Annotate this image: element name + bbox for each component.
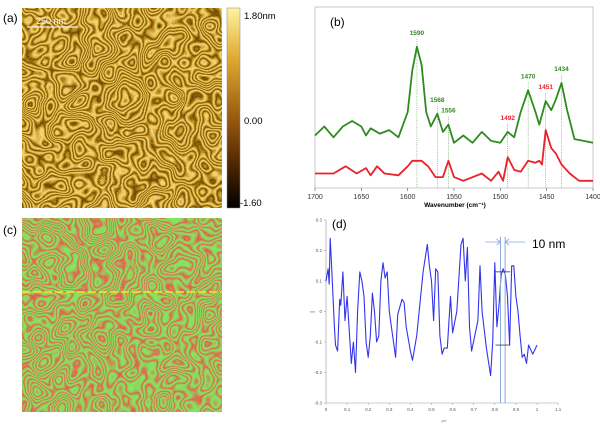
x-tick-label: 1	[536, 407, 539, 412]
peak-label: 1451	[539, 84, 554, 91]
panel-a: (a) 250 nm 1.80nm 0.00 -1.60	[3, 7, 276, 209]
y-tick-label: 0.3	[316, 218, 323, 223]
x-tick-label: 0.5	[428, 407, 435, 412]
x-tick-label: 1450	[539, 194, 555, 201]
panel-d-label: (d)	[332, 217, 347, 231]
panel-b-label: (b)	[330, 15, 345, 29]
x-tick-label: 0.2	[365, 407, 372, 412]
x-tick-label: 0.1	[344, 407, 351, 412]
colorbar	[226, 7, 241, 209]
afm-height-image	[22, 8, 222, 208]
plot-frame	[314, 6, 594, 189]
x-tick-label: 0.7	[471, 407, 478, 412]
colorbar-mid: 0.00	[244, 116, 263, 127]
x-tick-label: 0.4	[407, 407, 414, 412]
x-tick-label: 1.1	[555, 407, 562, 412]
x-tick-label: 1650	[354, 194, 370, 201]
x-tick-label: 1500	[493, 194, 509, 201]
y-tick-label: -0.3	[314, 401, 322, 406]
colorbar-min: -1.60	[240, 198, 262, 209]
panel-c: (c)	[3, 218, 222, 412]
y-tick-label: -0.1	[314, 340, 322, 345]
width-annotation: 10 nm	[532, 237, 565, 251]
panel-c-label: (c)	[3, 223, 17, 237]
y-tick-label: 0	[319, 309, 322, 314]
scale-bar-label: 250 nm	[36, 16, 66, 26]
chemical-map-image	[22, 218, 222, 412]
x-axis-label: Wavenumber (cm⁻¹)	[424, 202, 486, 209]
colorbar-max: 1.80nm	[244, 11, 276, 22]
x-tick-label: 1400	[585, 194, 600, 201]
peak-label: 1568	[430, 97, 445, 104]
red-spectrum-line	[315, 129, 593, 182]
x-tick-label: 0.6	[449, 407, 456, 412]
x-tick-label: 1700	[307, 194, 323, 201]
y-axis-label: nm	[310, 310, 315, 314]
peak-label: 1492	[501, 115, 516, 122]
peak-label: 1590	[410, 30, 425, 37]
y-tick-label: -0.2	[314, 370, 322, 375]
x-tick-label: 0	[325, 407, 328, 412]
panel-d-profile: (d) 0 0.1 0.2 0.3 0.4 0.5 0.6 0.7 0.8 0.9 1 1.1 0.3 0…	[310, 217, 565, 423]
peak-label: 1434	[554, 66, 569, 73]
x-tick-label: 1550	[446, 194, 462, 201]
y-tick-label: 0.2	[316, 248, 323, 253]
y-tick-label: 0.1	[316, 279, 323, 284]
panel-a-label: (a)	[3, 11, 18, 25]
x-tick-label: 1600	[400, 194, 416, 201]
x-tick-label: 0.9	[513, 407, 520, 412]
peak-label: 1556	[441, 108, 456, 115]
x-axis-label: µm	[442, 419, 447, 423]
peak-label: 1470	[521, 73, 536, 80]
x-tick-label: 0.8	[492, 407, 499, 412]
arrow-left-icon	[504, 238, 526, 246]
green-spectrum-line	[314, 45, 594, 144]
arrow-right-icon	[485, 238, 502, 246]
x-tick-label: 0.3	[386, 407, 393, 412]
